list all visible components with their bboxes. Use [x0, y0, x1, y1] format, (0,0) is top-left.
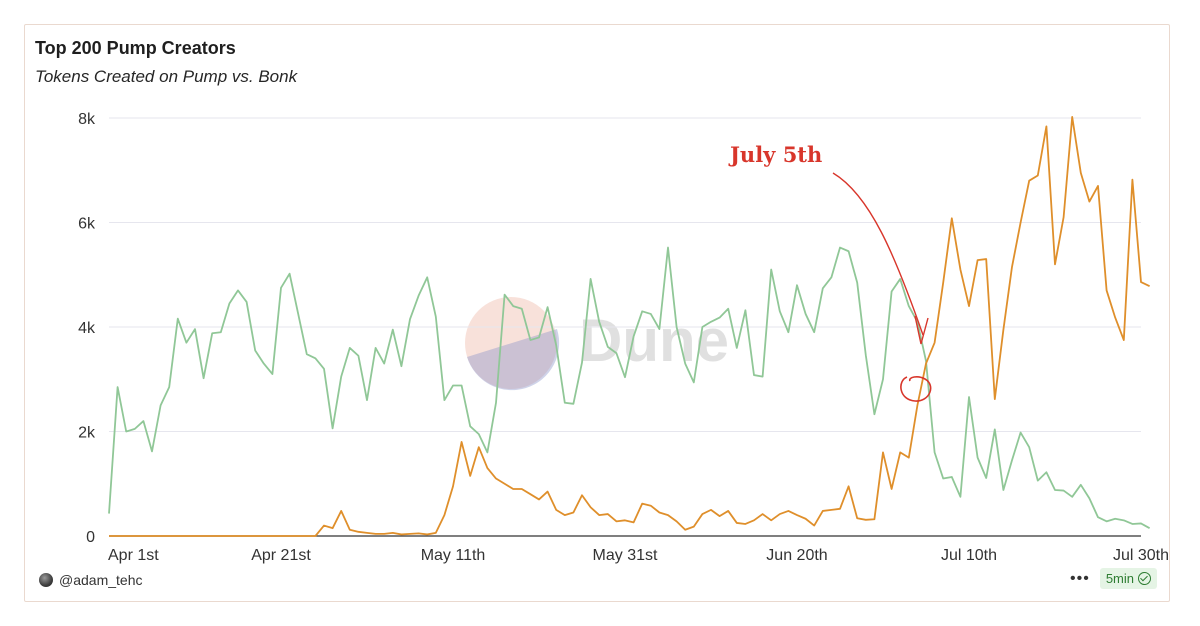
y-tick-label: 8k — [78, 111, 96, 128]
y-tick-label: 2k — [78, 425, 96, 442]
series-line-green — [108, 246, 1151, 529]
annotation-arrow — [832, 172, 924, 336]
avatar — [39, 573, 53, 587]
chart-card: Top 200 Pump Creators Tokens Created on … — [24, 24, 1170, 602]
x-tick-label: Apr 1st — [108, 547, 159, 564]
chart-subtitle: Tokens Created on Pump vs. Bonk — [35, 67, 298, 86]
refresh-interval: 5min — [1105, 571, 1134, 586]
annotation-arrowhead — [914, 315, 929, 345]
chart-title: Top 200 Pump Creators — [35, 38, 236, 58]
annotation-label: July 5th — [728, 142, 822, 167]
y-tick-label: 4k — [78, 320, 96, 337]
x-tick-label: Jun 20th — [766, 547, 827, 564]
x-tick-label: May 31st — [593, 547, 658, 564]
annotation-circle — [900, 376, 932, 402]
y-tick-label: 6k — [78, 216, 96, 233]
author-credit[interactable]: @adam_tehc — [39, 572, 142, 588]
dune-logo-icon — [465, 297, 557, 389]
series-line-orange — [109, 116, 1150, 537]
more-options-icon[interactable]: ••• — [1070, 569, 1090, 587]
refresh-badge[interactable]: 5min — [1099, 568, 1157, 589]
dune-watermark: Dune — [465, 297, 729, 391]
author-name: @adam_tehc — [59, 572, 143, 588]
x-tick-label: Apr 21st — [251, 547, 311, 564]
x-tick-label: Jul 10th — [941, 547, 997, 564]
dune-logo-lower-half — [467, 329, 560, 391]
x-tick-label: Jul 30th — [1113, 547, 1169, 564]
footer-actions: ••• 5min — [1070, 568, 1157, 589]
x-tick-label: May 11th — [421, 547, 486, 564]
line-chart: Dune 0 2k 4k 6k 8k Apr 1st Apr 21st May 11th Ma… — [78, 111, 1169, 564]
check-circle-icon — [1138, 572, 1151, 585]
y-tick-label: 0 — [86, 529, 95, 546]
dune-watermark-text: Dune — [579, 307, 729, 374]
july-5th-annotation: July 5th — [728, 142, 932, 402]
